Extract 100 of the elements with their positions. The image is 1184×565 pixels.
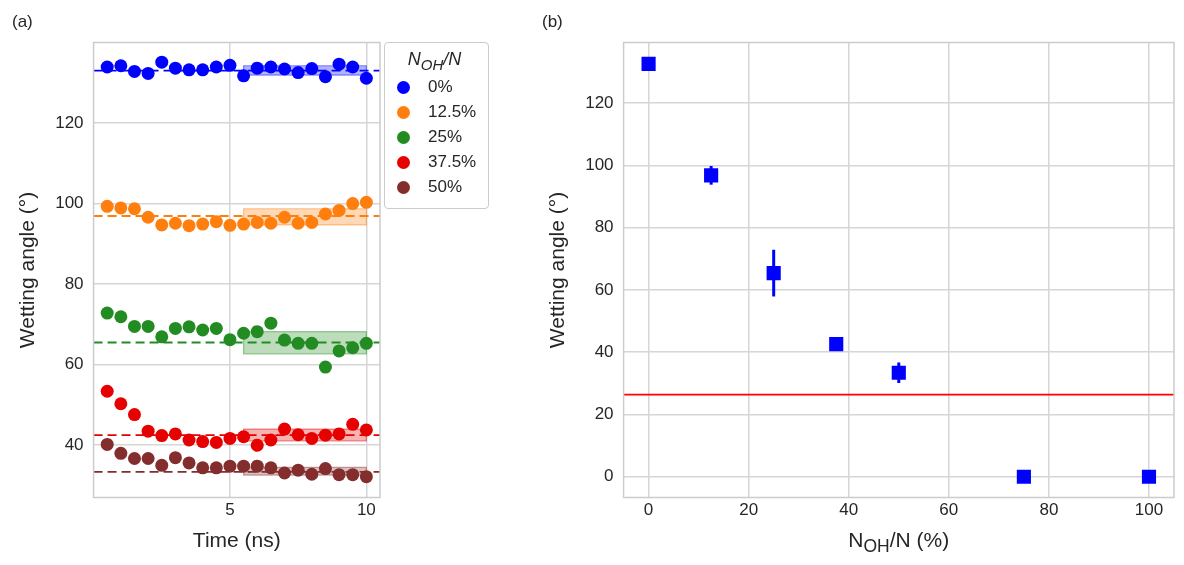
point [168,321,182,335]
point [278,422,292,436]
x-tick-label: 80 [1039,500,1059,520]
point [196,435,210,449]
point [305,215,319,229]
point [291,463,305,477]
point [359,336,373,350]
point [237,217,251,231]
point [141,424,155,438]
point [141,452,155,466]
point [168,451,182,465]
point [346,417,360,431]
point [223,459,237,473]
point [278,333,292,347]
y-tick-label: 80 [64,273,84,293]
point [264,60,278,74]
point [155,55,169,69]
point [305,62,319,76]
point [291,216,305,230]
point [891,365,906,380]
point [114,310,128,324]
point [291,66,305,80]
point [332,344,346,358]
point [196,323,210,337]
point [182,63,196,77]
point [155,429,169,443]
point [359,71,373,85]
point [127,202,141,216]
point [237,326,251,340]
point [127,452,141,466]
chart-title: (a) [12,11,33,31]
point [168,61,182,75]
point [641,56,656,71]
point [250,459,264,473]
point [209,435,223,449]
point [196,217,210,231]
point [318,360,332,374]
point [1016,469,1031,484]
legend-label: 37.5% [428,152,477,173]
point [250,215,264,229]
y-tick-label: 100 [55,193,84,213]
point [318,207,332,221]
point [182,456,196,470]
point [196,63,210,77]
point [250,325,264,339]
point [318,428,332,442]
point [264,216,278,230]
point [209,461,223,475]
y-axis-title: Wetting angle (°) [545,191,569,349]
point [250,61,264,75]
point [278,466,292,480]
point [305,467,319,481]
x-tick-label: 10 [356,500,376,520]
point [155,458,169,472]
point [223,58,237,72]
point [100,384,114,398]
x-tick-label: 20 [739,500,759,520]
point [155,218,169,232]
point [332,468,346,482]
y-tick-label: 20 [594,404,614,424]
point [264,433,278,447]
point [155,330,169,344]
x-tick-label: 60 [939,500,959,520]
point [168,216,182,230]
x-tick-label: 5 [225,500,235,520]
y-tick-label: 80 [594,217,614,237]
x-axis-title: Time (ns) [191,528,282,552]
point [346,197,360,211]
point [196,461,210,475]
y-axis-title: Wetting angle (°) [15,191,39,349]
legend-label: 25% [428,127,463,148]
point [704,168,719,183]
point [182,433,196,447]
x-tick-label: 40 [839,500,859,520]
y-tick-label: 120 [585,92,614,112]
point [114,446,128,460]
point [223,218,237,232]
point [141,319,155,333]
point [278,210,292,224]
point [127,319,141,333]
point [359,423,373,437]
point [114,397,128,411]
point [237,459,251,473]
point [168,427,182,441]
point [127,64,141,78]
point [223,431,237,445]
point [264,316,278,330]
point [346,468,360,482]
point [141,66,155,80]
point [766,266,781,281]
chart-title: (b) [542,11,563,31]
point [250,438,264,452]
point [264,461,278,475]
point [318,70,332,84]
point [237,69,251,83]
point [291,336,305,350]
y-tick-label: 100 [585,155,614,175]
point [305,431,319,445]
point [223,333,237,347]
legend-label: 0% [428,77,453,98]
